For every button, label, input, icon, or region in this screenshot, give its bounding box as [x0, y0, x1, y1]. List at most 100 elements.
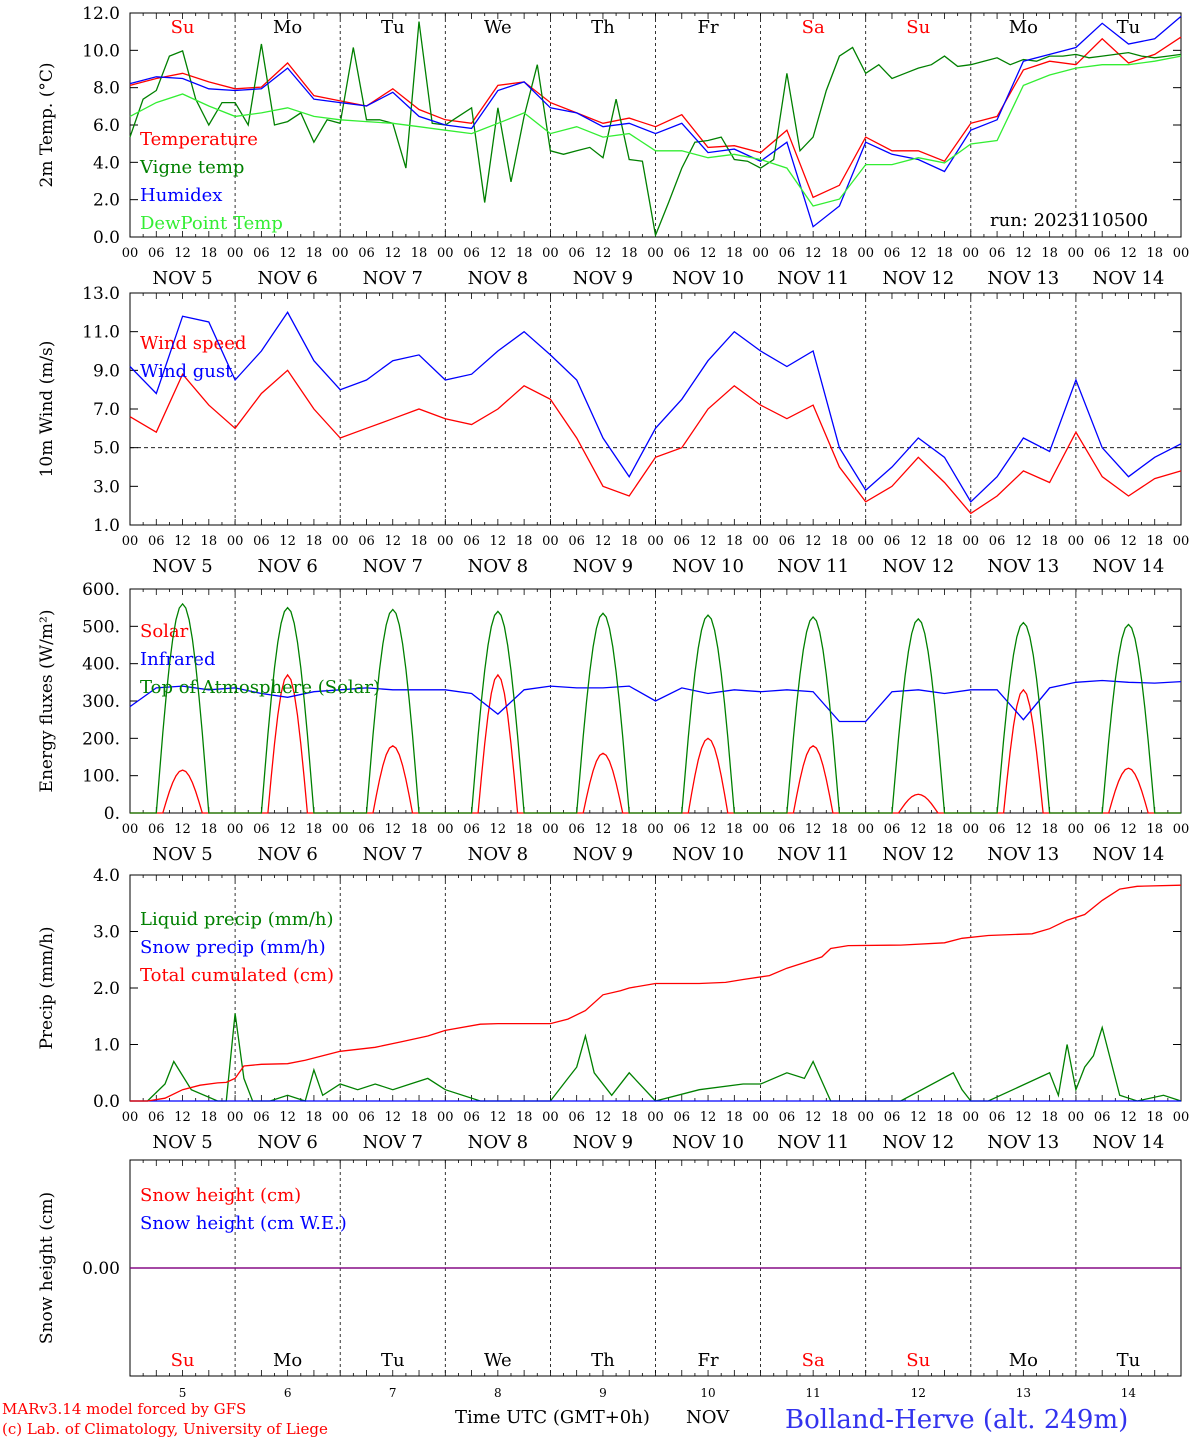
hour-label: 18 [831, 534, 848, 549]
lab-credit: (c) Lab. of Climatology, University of L… [2, 1420, 328, 1438]
hour-label: 18 [831, 246, 848, 261]
day-name: Mo [273, 17, 302, 38]
hour-label: 12 [700, 534, 717, 549]
hour-label: 12 [595, 534, 612, 549]
hour-label: 18 [306, 534, 323, 549]
y-tick-label: 3.0 [93, 477, 120, 497]
hour-label: 12 [279, 822, 296, 837]
hour-label: 00 [122, 246, 139, 261]
date-label: NOV 11 [777, 844, 849, 865]
y-axis-title: Energy fluxes (W/m²) [37, 610, 57, 793]
hour-label: 18 [306, 1110, 323, 1125]
hour-label: 12 [279, 246, 296, 261]
hour-label: 06 [989, 534, 1006, 549]
hour-label: 12 [279, 1110, 296, 1125]
hour-label: 00 [332, 1110, 349, 1125]
date-label: NOV 7 [363, 844, 423, 865]
day-number: 10 [700, 1386, 715, 1400]
hour-label: 00 [1068, 534, 1085, 549]
date-label: NOV 6 [257, 556, 317, 577]
hour-label: 18 [936, 246, 953, 261]
hour-label: 06 [463, 534, 480, 549]
hour-label: 00 [647, 822, 664, 837]
date-label: NOV 13 [987, 844, 1059, 865]
hour-label: 06 [148, 1110, 165, 1125]
hour-label: 18 [516, 534, 533, 549]
day-name: We [484, 1350, 512, 1371]
hour-label: 06 [358, 822, 375, 837]
day-name: Su [171, 1350, 195, 1371]
series-line [129, 679, 1182, 723]
date-label: NOV 10 [672, 268, 744, 289]
hour-label: 06 [463, 1110, 480, 1125]
hour-label: 00 [752, 534, 769, 549]
hour-label: 00 [437, 822, 454, 837]
hour-label: 18 [201, 1110, 218, 1125]
date-label: NOV 5 [152, 844, 212, 865]
hour-label: 18 [1146, 246, 1163, 261]
hour-label: 06 [674, 246, 691, 261]
legend-entry: DewPoint Temp [140, 213, 283, 234]
date-label: NOV 8 [468, 844, 528, 865]
y-tick-label: 200. [82, 729, 120, 749]
hour-label: 00 [963, 822, 980, 837]
hour-label: 18 [936, 822, 953, 837]
day-name: Fr [698, 1350, 719, 1371]
hour-label: 06 [779, 1110, 796, 1125]
hour-label: 12 [910, 534, 927, 549]
hour-label: 12 [490, 822, 507, 837]
date-label: NOV 11 [777, 268, 849, 289]
hour-label: 00 [857, 1110, 874, 1125]
y-tick-label: 300. [82, 692, 120, 712]
hour-label: 06 [884, 246, 901, 261]
hour-label: 12 [384, 246, 401, 261]
y-axis-title: Snow height (cm) [37, 1192, 57, 1344]
hour-label: 12 [595, 822, 612, 837]
hour-label: 12 [1015, 1110, 1032, 1125]
day-name: Tu [381, 17, 405, 38]
hour-label: 00 [542, 822, 559, 837]
date-label: NOV 12 [882, 268, 954, 289]
hour-label: 00 [1068, 246, 1085, 261]
hour-label: 06 [568, 246, 585, 261]
day-name: Sa [802, 17, 825, 38]
hour-label: 06 [148, 822, 165, 837]
hour-label: 18 [726, 1110, 743, 1125]
hour-label: 06 [568, 822, 585, 837]
day-number: 13 [1016, 1386, 1031, 1400]
day-name: Mo [1009, 1350, 1038, 1371]
hour-label: 12 [1120, 822, 1137, 837]
date-label: NOV 9 [573, 844, 633, 865]
day-name: Mo [1009, 17, 1038, 38]
day-name: Th [591, 1350, 615, 1371]
hour-label: 00 [1068, 822, 1085, 837]
date-label: NOV 7 [363, 268, 423, 289]
hour-label: 18 [1041, 822, 1058, 837]
hour-label: 12 [805, 1110, 822, 1125]
day-number: 8 [494, 1386, 502, 1400]
date-label: NOV 10 [672, 556, 744, 577]
day-name: Sa [802, 1350, 825, 1371]
hour-label: 00 [647, 534, 664, 549]
hour-label: 18 [516, 1110, 533, 1125]
hour-label: 18 [621, 534, 638, 549]
date-label: NOV 13 [987, 268, 1059, 289]
hour-label: 06 [674, 1110, 691, 1125]
series-line [129, 21, 1182, 238]
legend-entry: Infrared [140, 649, 215, 670]
date-label: NOV 9 [573, 1132, 633, 1153]
hour-label: 06 [358, 1110, 375, 1125]
hour-label: 12 [174, 1110, 191, 1125]
legend-entry: Top of Atmosphere (Solar) [140, 677, 380, 698]
y-tick-label: 8.0 [93, 79, 120, 99]
y-axis-title: Precip (mm/h) [37, 926, 57, 1049]
hour-label: 00 [1068, 1110, 1085, 1125]
hour-label: 00 [122, 822, 139, 837]
hour-label: 00 [437, 534, 454, 549]
day-name: Su [906, 1350, 930, 1371]
hour-label: 00 [647, 246, 664, 261]
day-number: 11 [806, 1386, 821, 1400]
y-tick-label: 2.0 [93, 979, 120, 999]
hour-label: 12 [805, 822, 822, 837]
hour-label: 00 [752, 822, 769, 837]
